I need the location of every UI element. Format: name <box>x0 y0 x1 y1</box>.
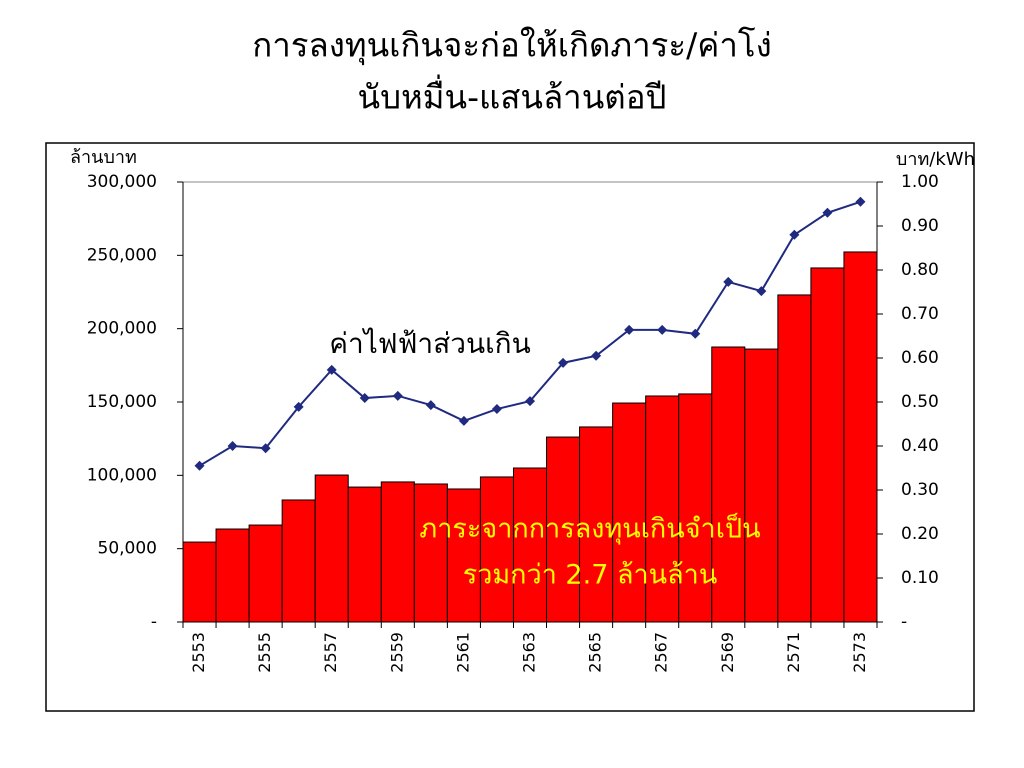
annotation: ค่าไฟฟ้าส่วนเกิน <box>329 327 531 360</box>
x-tick-label: 2561 <box>453 632 472 673</box>
bar <box>843 251 878 623</box>
y2-tick-label: 0.50 <box>901 392 939 412</box>
line-marker <box>293 401 304 412</box>
bar <box>281 499 316 623</box>
line-marker <box>392 390 403 401</box>
bar <box>248 524 283 623</box>
y-tick-label: 200,000 <box>87 319 157 339</box>
x-tick-label: 2573 <box>850 632 869 673</box>
y-tick-label: 50,000 <box>98 539 157 559</box>
bar <box>215 528 250 623</box>
x-tick-label: 2567 <box>652 632 671 673</box>
line-marker <box>558 357 569 368</box>
y-axis-label: ล้านบาท <box>70 147 137 168</box>
bar <box>512 467 548 623</box>
line-marker <box>690 328 701 339</box>
line-marker <box>624 324 635 335</box>
bar <box>380 481 415 623</box>
y2-tick-label: 0.70 <box>901 304 939 324</box>
y2-axis-label: บาท/kWh <box>896 149 975 170</box>
line-marker <box>657 324 668 335</box>
y-tick-label: - <box>151 612 157 632</box>
bar <box>711 346 746 623</box>
y-tick-label: 250,000 <box>87 245 157 265</box>
y2-tick-label: 0.90 <box>901 216 939 236</box>
chart-title: การลงทุนเกินจะก่อให้เกิดภาระ/ค่าโง่ <box>252 26 771 66</box>
line-marker <box>591 350 602 361</box>
y2-tick-label: - <box>901 612 907 632</box>
bar <box>579 426 614 623</box>
x-tick-label: 2569 <box>718 632 737 673</box>
bar <box>777 294 812 623</box>
line-marker <box>260 443 271 454</box>
line-marker <box>789 229 800 240</box>
y-tick-label: 100,000 <box>87 465 157 485</box>
x-tick-label: 2559 <box>387 632 406 673</box>
line-marker <box>326 364 337 375</box>
y2-tick-label: 0.60 <box>901 348 939 368</box>
y2-tick-label: 0.10 <box>901 568 939 588</box>
line-marker <box>491 404 502 415</box>
line-marker <box>822 207 833 218</box>
y-tick-label: 150,000 <box>87 392 157 412</box>
bar <box>810 267 845 623</box>
annotation: ภาระจากการลงทุนเกินจำเป็น <box>419 511 760 546</box>
bar <box>479 476 514 623</box>
bar <box>645 395 680 623</box>
chart-frame <box>45 142 975 712</box>
x-tick-label: 2565 <box>586 632 605 673</box>
y-tick-label: 300,000 <box>87 172 157 192</box>
line-marker <box>425 400 436 411</box>
bar <box>314 474 349 623</box>
bar <box>347 486 382 623</box>
line-marker <box>525 396 535 407</box>
line-marker <box>855 196 866 207</box>
x-tick-label: 2553 <box>189 632 208 673</box>
y2-tick-label: 1.00 <box>901 172 939 192</box>
y2-tick-label: 0.20 <box>901 524 939 544</box>
bar <box>744 348 779 623</box>
bar <box>413 483 448 623</box>
y2-tick-label: 0.40 <box>901 436 939 456</box>
annotation: รวมกว่า 2.7 ล้านล้าน <box>463 560 718 591</box>
line-marker <box>359 393 370 404</box>
line-marker <box>458 415 469 426</box>
y2-tick-label: 0.80 <box>901 260 939 280</box>
line-marker <box>723 276 734 287</box>
x-tick-label: 2563 <box>520 632 539 673</box>
chart-title: นับหมื่น-แสนล้านต่อปี <box>358 75 667 117</box>
x-tick-label: 2555 <box>255 632 274 673</box>
bar <box>446 488 481 623</box>
line-marker <box>756 286 767 297</box>
bar <box>182 541 217 623</box>
y2-tick-label: 0.30 <box>901 480 939 500</box>
line-marker <box>227 441 238 451</box>
x-tick-label: 2571 <box>784 632 803 673</box>
x-tick-label: 2557 <box>321 632 340 673</box>
line-marker <box>194 460 205 471</box>
